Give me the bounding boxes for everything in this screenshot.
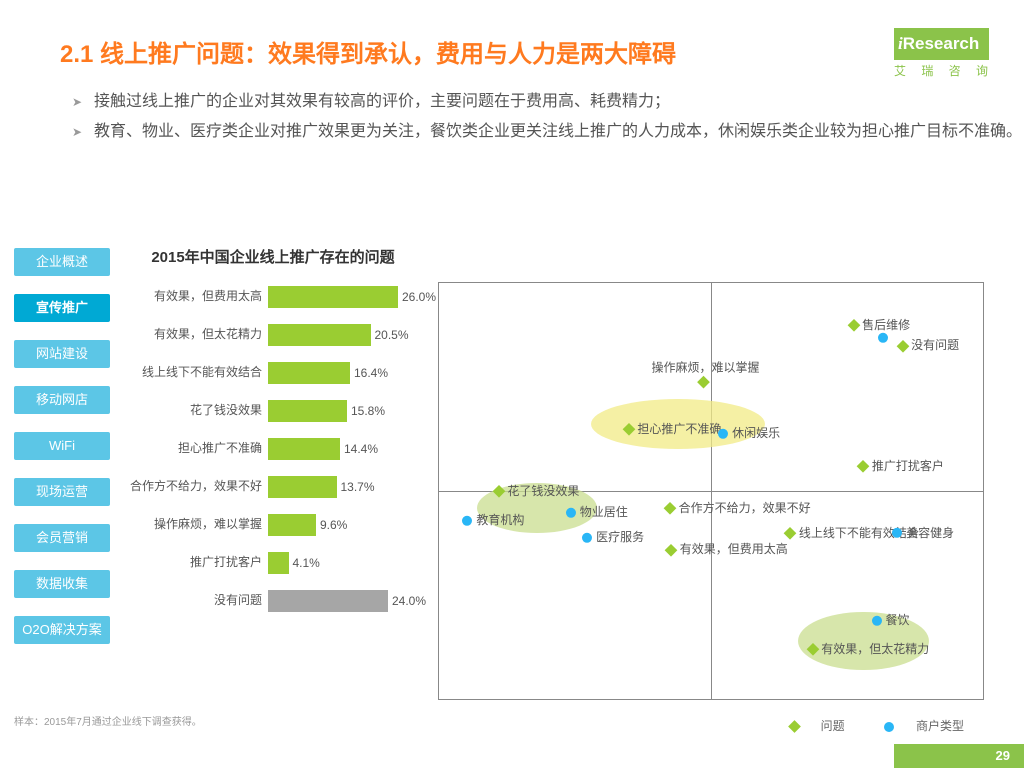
bar-row: 操作麻烦，难以掌握 9.6% — [128, 508, 418, 542]
scatter-point: 美容健身 — [892, 525, 954, 539]
bar-value: 13.7% — [341, 476, 375, 498]
bar-row: 担心推广不准确 14.4% — [128, 432, 418, 466]
scatter-point: 合作方不给力，效果不好 — [666, 500, 811, 514]
diamond-icon — [788, 720, 801, 733]
bar-row: 推广打扰客户 4.1% — [128, 546, 418, 580]
sidenav-item[interactable]: 会员营销 — [14, 524, 110, 552]
scatter-point: 担心推广不准确 — [624, 421, 721, 435]
brand-logo: iResearch 艾 瑞 咨 询 — [894, 28, 994, 79]
bar-label: 推广打扰客户 — [128, 555, 268, 569]
bar-label: 有效果，但费用太高 — [128, 289, 268, 303]
bar-row: 没有问题24.0% — [128, 584, 418, 618]
bar-value: 15.8% — [351, 400, 385, 422]
bar-value: 9.6% — [320, 514, 347, 536]
scatter-point: 医疗服务 — [582, 530, 644, 544]
bar-value: 26.0% — [402, 286, 436, 308]
scatter-chart: 售后维修操作麻烦，难以掌握没有问题担心推广不准确推广打扰客户花了钱没效果合作方不… — [438, 282, 984, 700]
bar-fill — [268, 590, 388, 612]
side-nav: 企业概述宣传推广网站建设移动网店 WiFi 现场运营会员营销数据收集 O2O解决方案 — [14, 248, 110, 662]
bar-fill — [268, 438, 340, 460]
sidenav-item[interactable]: 宣传推广 — [14, 294, 110, 322]
scatter-point: 有效果，但太花精力 — [808, 642, 929, 656]
scatter-point — [878, 330, 892, 344]
legend-b: 商户类型 — [916, 719, 964, 733]
page-number: 29 — [894, 744, 1024, 768]
bar-value: 20.5% — [375, 324, 409, 346]
sidenav-item[interactable]: 企业概述 — [14, 248, 110, 276]
bullet-item: 教育、物业、医疗类企业对推广效果更为关注，餐饮类企业更关注线上推广的人力成本，休… — [72, 117, 1024, 147]
bar-label: 线上线下不能有效结合 — [128, 365, 268, 379]
sample-note: 样本：2015年7月通过企业线下调查获得。 — [14, 713, 202, 728]
scatter-point: 休闲娱乐 — [718, 426, 780, 440]
bar-value: 16.4% — [354, 362, 388, 384]
scatter-point: 有效果，但费用太高 — [667, 542, 788, 556]
bullet-item: 接触过线上推广的企业对其效果有较高的评价，主要问题在于费用高、耗费精力； — [72, 87, 1024, 117]
bar-fill — [268, 286, 398, 308]
scatter-point: 餐饮 — [872, 613, 910, 627]
scatter-point: 物业居住 — [566, 505, 628, 519]
bar-label: 花了钱没效果 — [128, 403, 268, 417]
bar-chart-body: 有效果，但费用太高26.0% 有效果，但太花精力 20.5% 线上线下不能有效结合 16… — [128, 280, 418, 618]
bar-row: 有效果，但费用太高26.0% — [128, 280, 418, 314]
bar-label: 有效果，但太花精力 — [128, 327, 268, 341]
bar-label: 操作麻烦，难以掌握 — [128, 517, 268, 531]
bullet-list: 接触过线上推广的企业对其效果有较高的评价，主要问题在于费用高、耗费精力；教育、物… — [72, 87, 1024, 148]
bar-fill — [268, 324, 371, 346]
scatter-point: 花了钱没效果 — [494, 484, 579, 498]
bar-chart: 2015年中国企业线上推广存在的问题 有效果，但费用太高26.0% 有效果，但太花… — [128, 248, 418, 622]
sidenav-item[interactable]: 数据收集 — [14, 570, 110, 598]
sidenav-item[interactable]: O2O解决方案 — [14, 616, 110, 644]
bar-row: 花了钱没效果 15.8% — [128, 394, 418, 428]
bar-label: 担心推广不准确 — [128, 441, 268, 455]
bar-value: 24.0% — [392, 590, 426, 612]
bar-row: 合作方不给力，效果不好 13.7% — [128, 470, 418, 504]
bar-fill — [268, 362, 350, 384]
title-text: 线上推广问题：效果得到承认，费用与人力是两大障碍 — [100, 41, 676, 68]
bar-label: 没有问题 — [128, 593, 268, 607]
title-number: 2.1 — [60, 41, 100, 68]
scatter-point: 推广打扰客户 — [859, 459, 944, 473]
circle-icon — [884, 722, 894, 732]
bar-fill — [268, 476, 337, 498]
logo-brand: iResearch — [894, 28, 989, 60]
bar-fill — [268, 552, 289, 574]
bar-value: 14.4% — [344, 438, 378, 460]
bar-row: 线上线下不能有效结合 16.4% — [128, 356, 418, 390]
scatter-point: 教育机构 — [462, 513, 524, 527]
scatter-point: 没有问题 — [898, 338, 959, 352]
legend-a: 问题 — [821, 719, 845, 733]
scatter-legend: 问题 商户类型 — [754, 717, 964, 734]
bar-fill — [268, 400, 347, 422]
scatter-point: 操作麻烦，难以掌握 — [652, 360, 760, 389]
sidenav-item[interactable]: 网站建设 — [14, 340, 110, 368]
sidenav-item[interactable]: 现场运营 — [14, 478, 110, 506]
bar-label: 合作方不给力，效果不好 — [128, 479, 268, 493]
logo-cn: 艾 瑞 咨 询 — [894, 62, 994, 79]
bar-fill — [268, 514, 316, 536]
page-title: 2.1 线上推广问题：效果得到承认，费用与人力是两大障碍 — [60, 34, 964, 69]
bar-value: 4.1% — [293, 552, 320, 574]
sidenav-item[interactable]: 移动网店 — [14, 386, 110, 414]
bar-row: 有效果，但太花精力 20.5% — [128, 318, 418, 352]
bar-chart-title: 2015年中国企业线上推广存在的问题 — [128, 248, 418, 268]
sidenav-item[interactable]: WiFi — [14, 432, 110, 460]
